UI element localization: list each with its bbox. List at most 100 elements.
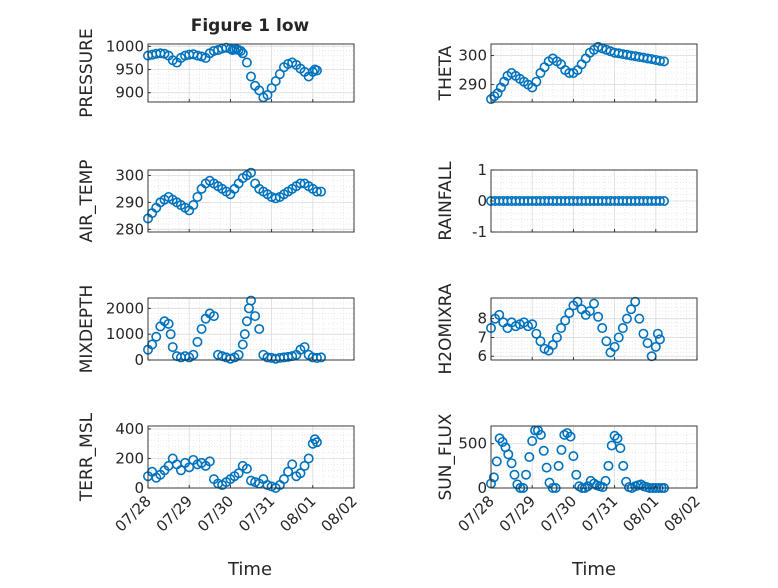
data-point: [527, 436, 538, 447]
data-point: [241, 463, 252, 474]
data-point: [571, 469, 582, 480]
data-point: [246, 71, 257, 82]
data-point: [316, 186, 327, 197]
ytick-label: 8: [477, 310, 487, 328]
axes-box: [147, 169, 355, 233]
panel-h2omixra: 678 H2OMIXRA: [436, 283, 698, 375]
data-point: [535, 429, 546, 440]
data-point: [175, 465, 186, 476]
data-point: [509, 469, 520, 480]
data-point: [204, 456, 215, 467]
data-point: [535, 336, 546, 347]
ytick-label: 0: [134, 351, 144, 369]
data-point: [652, 328, 663, 339]
data-point: [551, 332, 562, 343]
data-point: [618, 460, 629, 471]
ylabel: TERR_MSL: [77, 412, 97, 502]
data-point: [553, 460, 564, 471]
data-point: [225, 353, 236, 364]
data-point: [299, 460, 310, 471]
data-point: [659, 196, 670, 207]
axes-box: [490, 43, 698, 103]
xtick-label: 07/31: [578, 492, 621, 535]
data-point: [584, 306, 595, 317]
data-point: [167, 342, 178, 353]
ylabel: H2OMIXRA: [436, 283, 456, 374]
ytick-label: 300: [115, 166, 144, 184]
ylabel: PRESSURE: [77, 28, 97, 117]
xtick-label: 07/29: [496, 492, 539, 535]
data-point: [299, 342, 310, 353]
xtick-label: 08/02: [661, 492, 704, 535]
ytick-label: 300: [458, 47, 487, 65]
data-point: [283, 466, 294, 477]
data-point: [233, 468, 244, 479]
data-point: [165, 329, 176, 340]
ylabel: SUN_FLUX: [436, 413, 456, 500]
data-point: [615, 443, 626, 454]
xtick-label: 07/29: [153, 492, 196, 535]
data-point: [609, 430, 620, 441]
ytick-label: 290: [458, 76, 487, 94]
data-point: [588, 298, 599, 309]
xtick-label: 08/01: [276, 492, 319, 535]
xtick-label: 07/28: [112, 492, 155, 535]
data-point: [654, 334, 665, 345]
ytick-label: 200: [115, 449, 144, 467]
data-point: [491, 456, 502, 467]
data-point: [246, 295, 257, 306]
data-point: [531, 76, 542, 87]
data-point: [295, 468, 306, 479]
data-point: [560, 315, 571, 326]
ytick-label: 290: [115, 193, 144, 211]
axes-box: [147, 43, 355, 103]
data-point: [597, 323, 608, 334]
data-point: [603, 460, 614, 471]
data-point: [497, 436, 508, 447]
ylabel: MIXDEPTH: [77, 285, 97, 374]
data-point: [565, 431, 576, 442]
data-point: [521, 469, 532, 480]
data-point: [316, 352, 327, 363]
panel-mixdepth: 0 1000 2000 MIXDEPTH: [77, 285, 355, 374]
data-point: [547, 339, 558, 350]
data-point: [188, 200, 199, 211]
ylabel: THETA: [436, 45, 456, 101]
axes-box: [490, 425, 698, 489]
data-point: [287, 459, 298, 470]
data-point: [654, 55, 665, 66]
data-point: [541, 462, 552, 473]
xtick-label: 08/02: [318, 492, 361, 535]
ytick-label: 6: [477, 347, 487, 365]
data-point: [246, 167, 257, 178]
data-point: [239, 329, 250, 340]
data-point: [278, 474, 289, 485]
ytick-label: 400: [115, 420, 144, 438]
data-point: [311, 65, 322, 76]
data-point: [617, 323, 628, 334]
data-point: [184, 462, 195, 473]
data-point: [163, 318, 174, 329]
data-point: [303, 453, 314, 464]
ytick-label: 7: [477, 328, 487, 346]
ytick-label: 1: [477, 161, 487, 179]
data-point: [241, 316, 252, 327]
data-point: [638, 328, 649, 339]
ylabel: RAINFALL: [436, 161, 456, 241]
data-point: [524, 451, 535, 462]
ytick-label: 2000: [106, 299, 144, 317]
ytick-label: 1000: [106, 37, 144, 55]
xtick-label: 07/28: [455, 492, 498, 535]
axes-box: [490, 297, 698, 361]
ytick-label: 1000: [106, 325, 144, 343]
data-point: [196, 323, 207, 334]
axes-box: [147, 425, 355, 489]
ylabel: AIR_TEMP: [77, 160, 97, 243]
data-point: [538, 445, 549, 456]
ytick-label: 900: [115, 84, 144, 102]
data-point: [593, 311, 604, 322]
data-point: [556, 444, 567, 455]
data-point: [241, 57, 252, 68]
